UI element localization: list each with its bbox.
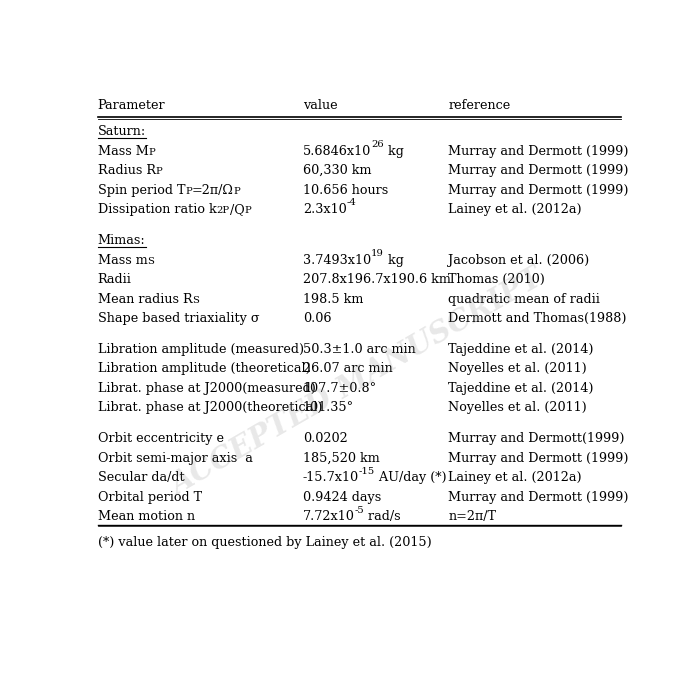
- Text: -15.7x10: -15.7x10: [303, 471, 359, 485]
- Text: Orbit semi-major axis  a: Orbit semi-major axis a: [97, 452, 253, 465]
- Text: Tajeddine et al. (2014): Tajeddine et al. (2014): [448, 343, 594, 356]
- Text: 26.07 arc min: 26.07 arc min: [303, 362, 393, 375]
- Text: Noyelles et al. (2011): Noyelles et al. (2011): [448, 402, 587, 414]
- Text: Secular da/dt: Secular da/dt: [97, 471, 184, 485]
- Text: Mass m: Mass m: [97, 254, 148, 267]
- Text: 185,520 km: 185,520 km: [303, 452, 379, 465]
- Text: S: S: [148, 256, 155, 266]
- Text: -15: -15: [359, 466, 375, 476]
- Text: Radii: Radii: [97, 273, 132, 286]
- Text: Orbital period T: Orbital period T: [97, 491, 202, 504]
- Text: (*) value later on questioned by Lainey et al. (2015): (*) value later on questioned by Lainey …: [97, 537, 432, 549]
- Text: 0.0202: 0.0202: [303, 433, 347, 446]
- Text: =2π/Ω: =2π/Ω: [192, 184, 234, 196]
- Text: rad/s: rad/s: [365, 510, 401, 523]
- Text: Thomas (2010): Thomas (2010): [448, 273, 545, 286]
- Text: 0.06: 0.06: [303, 312, 331, 325]
- Text: Murray and Dermott (1999): Murray and Dermott (1999): [448, 452, 629, 465]
- Text: 101.35°: 101.35°: [303, 402, 354, 414]
- Text: Lainey et al. (2012a): Lainey et al. (2012a): [448, 471, 582, 485]
- Text: 2.3x10: 2.3x10: [303, 203, 347, 216]
- Text: Libration amplitude (theoretical): Libration amplitude (theoretical): [97, 362, 310, 375]
- Text: 50.3±1.0 arc min: 50.3±1.0 arc min: [303, 343, 416, 356]
- Text: 207.8x196.7x190.6 km: 207.8x196.7x190.6 km: [303, 273, 450, 286]
- Text: -4: -4: [347, 198, 356, 207]
- Text: Mimas:: Mimas:: [97, 234, 145, 247]
- Text: 7.72x10: 7.72x10: [303, 510, 355, 523]
- Text: Noyelles et al. (2011): Noyelles et al. (2011): [448, 362, 587, 375]
- Text: P: P: [244, 207, 251, 215]
- Text: 19: 19: [371, 249, 383, 258]
- Text: Tajeddine et al. (2014): Tajeddine et al. (2014): [448, 382, 594, 395]
- Text: reference: reference: [448, 99, 511, 112]
- Text: Radius R: Radius R: [97, 164, 156, 177]
- Text: 60,330 km: 60,330 km: [303, 164, 371, 177]
- Text: P: P: [234, 187, 241, 196]
- Text: quadratic mean of radii: quadratic mean of radii: [448, 292, 600, 306]
- Text: ACCEPTED MANUSCRIPT: ACCEPTED MANUSCRIPT: [166, 264, 548, 501]
- Text: P: P: [149, 148, 155, 157]
- Text: Murray and Dermott (1999): Murray and Dermott (1999): [448, 491, 629, 504]
- Text: 10.656 hours: 10.656 hours: [303, 184, 388, 196]
- Text: 0.9424 days: 0.9424 days: [303, 491, 381, 504]
- Text: 3.7493x10: 3.7493x10: [303, 254, 371, 267]
- Text: 198.5 km: 198.5 km: [303, 292, 363, 306]
- Text: P: P: [185, 187, 192, 196]
- Text: 5.6846x10: 5.6846x10: [303, 144, 371, 158]
- Text: Murray and Dermott (1999): Murray and Dermott (1999): [448, 144, 629, 158]
- Text: -5: -5: [355, 506, 365, 514]
- Text: S: S: [192, 296, 199, 304]
- Text: 2P: 2P: [216, 207, 230, 215]
- Text: /Q: /Q: [230, 203, 244, 216]
- Text: Jacobson et al. (2006): Jacobson et al. (2006): [448, 254, 590, 267]
- Text: n=2π/T: n=2π/T: [448, 510, 496, 523]
- Text: Librat. phase at J2000(theoretical): Librat. phase at J2000(theoretical): [97, 402, 322, 414]
- Text: Librat. phase at J2000(measured): Librat. phase at J2000(measured): [97, 382, 316, 395]
- Text: Dermott and Thomas(1988): Dermott and Thomas(1988): [448, 312, 627, 325]
- Text: value: value: [303, 99, 338, 112]
- Text: Parameter: Parameter: [97, 99, 166, 112]
- Text: Mass M: Mass M: [97, 144, 149, 158]
- Text: kg: kg: [383, 144, 404, 158]
- Text: Spin period T: Spin period T: [97, 184, 185, 196]
- Text: Mean radius R: Mean radius R: [97, 292, 192, 306]
- Text: Murray and Dermott (1999): Murray and Dermott (1999): [448, 164, 629, 177]
- Text: Shape based triaxiality σ: Shape based triaxiality σ: [97, 312, 260, 325]
- Text: Murray and Dermott(1999): Murray and Dermott(1999): [448, 433, 625, 446]
- Text: Orbit eccentricity e: Orbit eccentricity e: [97, 433, 224, 446]
- Text: Dissipation ratio k: Dissipation ratio k: [97, 203, 216, 216]
- Text: P: P: [156, 167, 163, 176]
- Text: 26: 26: [371, 140, 383, 149]
- Text: Mean motion n: Mean motion n: [97, 510, 195, 523]
- Text: Lainey et al. (2012a): Lainey et al. (2012a): [448, 203, 582, 216]
- Text: Libration amplitude (measured): Libration amplitude (measured): [97, 343, 304, 356]
- Text: 107.7±0.8°: 107.7±0.8°: [303, 382, 377, 395]
- Text: kg: kg: [383, 254, 404, 267]
- Text: AU/day (*): AU/day (*): [375, 471, 447, 485]
- Text: Murray and Dermott (1999): Murray and Dermott (1999): [448, 184, 629, 196]
- Text: Saturn:: Saturn:: [97, 125, 146, 138]
